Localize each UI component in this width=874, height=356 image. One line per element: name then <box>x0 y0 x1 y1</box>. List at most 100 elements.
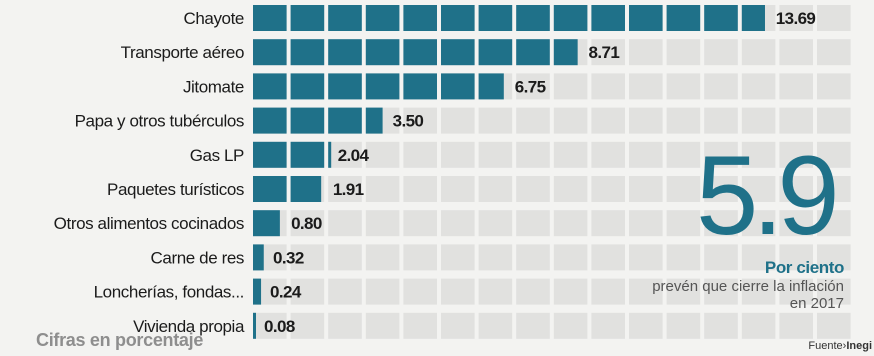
value-label: 3.50 <box>393 112 424 131</box>
value-label: 13.69 <box>776 9 816 28</box>
grid-cell <box>441 176 475 202</box>
grid-cell <box>441 278 475 305</box>
bar-segment <box>629 5 663 31</box>
grid-cell <box>478 312 513 339</box>
grid-cell <box>741 244 776 271</box>
grid-cell <box>779 278 813 305</box>
grid-cell <box>666 312 701 339</box>
bar <box>253 278 262 305</box>
grid-cell <box>741 210 776 237</box>
bar-segment <box>253 73 287 100</box>
grid-cell <box>666 107 701 134</box>
grid-cell <box>290 244 325 271</box>
bar-segment <box>666 5 701 31</box>
source-prefix: Fuente <box>808 340 843 352</box>
bar-segment <box>403 5 437 31</box>
source-note: Fuente›Inegi <box>808 340 872 352</box>
value-label: 0.24 <box>270 283 302 302</box>
grid-cell <box>553 210 588 237</box>
grid-cell <box>290 210 325 237</box>
grid-cell <box>591 176 625 202</box>
grid-cell <box>741 278 776 305</box>
bar-segment <box>516 39 550 66</box>
bar-segment <box>553 5 588 31</box>
bar-segment <box>441 73 475 100</box>
grid-cell <box>666 39 701 66</box>
grid-cell <box>704 244 738 271</box>
grid-cell <box>365 312 400 339</box>
grid-cell <box>817 39 851 66</box>
grid-cell <box>779 107 813 134</box>
grid-cell <box>441 210 475 237</box>
bar-segment <box>253 107 287 134</box>
grid-cell <box>553 141 588 168</box>
category-label: Papa y otros tubérculos <box>75 112 244 131</box>
bar <box>253 244 264 271</box>
bar-segment <box>253 5 287 31</box>
grid-cell <box>441 312 475 339</box>
grid-cell <box>553 107 588 134</box>
grid-cell <box>779 5 813 31</box>
bar-segment <box>403 73 437 100</box>
grid-cell <box>817 5 851 31</box>
grid-cell <box>516 210 550 237</box>
grid-cell <box>741 73 776 100</box>
bars <box>253 5 765 339</box>
bar-segment <box>253 39 287 66</box>
grid-cell <box>704 278 738 305</box>
grid-cell <box>478 141 513 168</box>
highlight-number: 5.9 <box>696 133 840 258</box>
grid-cell <box>328 244 362 271</box>
bar-segment <box>478 5 513 31</box>
bar-segment <box>328 107 362 134</box>
bar <box>253 141 332 168</box>
grid-cell <box>817 107 851 134</box>
grid-cell <box>666 73 701 100</box>
bar-segment-partial <box>253 244 264 271</box>
bar <box>253 39 578 66</box>
grid-cell <box>365 244 400 271</box>
grid-cell <box>591 73 625 100</box>
grid-cell <box>629 107 663 134</box>
grid-cell <box>817 141 851 168</box>
bar-segment <box>328 5 362 31</box>
grid-cell <box>741 39 776 66</box>
category-label: Gas LP <box>190 146 244 165</box>
grid-cell <box>704 39 738 66</box>
grid-cell <box>516 107 550 134</box>
grid-cell <box>704 312 738 339</box>
grid-cell <box>365 141 400 168</box>
category-label: Carne de res <box>151 248 244 267</box>
grid-cell <box>591 312 625 339</box>
grid-cell <box>741 312 776 339</box>
bar-segment-partial <box>328 141 332 168</box>
grid-cell <box>779 176 813 202</box>
grid-cell <box>478 244 513 271</box>
value-label: 0.32 <box>273 248 304 267</box>
grid-cell <box>779 141 813 168</box>
chart-caption: Cifras en porcentaje <box>36 330 204 350</box>
bar-segment <box>516 5 550 31</box>
grid-cell <box>629 141 663 168</box>
grid-cell <box>779 210 813 237</box>
value-label: 8.71 <box>588 43 619 62</box>
grid-cell <box>817 278 851 305</box>
grid-cell <box>441 141 475 168</box>
bar-segment <box>290 141 325 168</box>
grid-cell <box>478 278 513 305</box>
grid-cell <box>629 210 663 237</box>
grid-cell <box>253 312 287 339</box>
grid-cell <box>516 278 550 305</box>
bar-segment-partial <box>478 73 504 100</box>
grid-cell <box>779 73 813 100</box>
grid-cell <box>666 176 701 202</box>
grid-cell <box>629 312 663 339</box>
grid-cell <box>441 107 475 134</box>
grid-cell <box>817 312 851 339</box>
bar <box>253 176 322 202</box>
source-name: Inegi <box>846 340 872 352</box>
category-label: Otros alimentos cocinados <box>54 214 244 233</box>
bar-segment <box>290 5 325 31</box>
grid-cell <box>704 73 738 100</box>
